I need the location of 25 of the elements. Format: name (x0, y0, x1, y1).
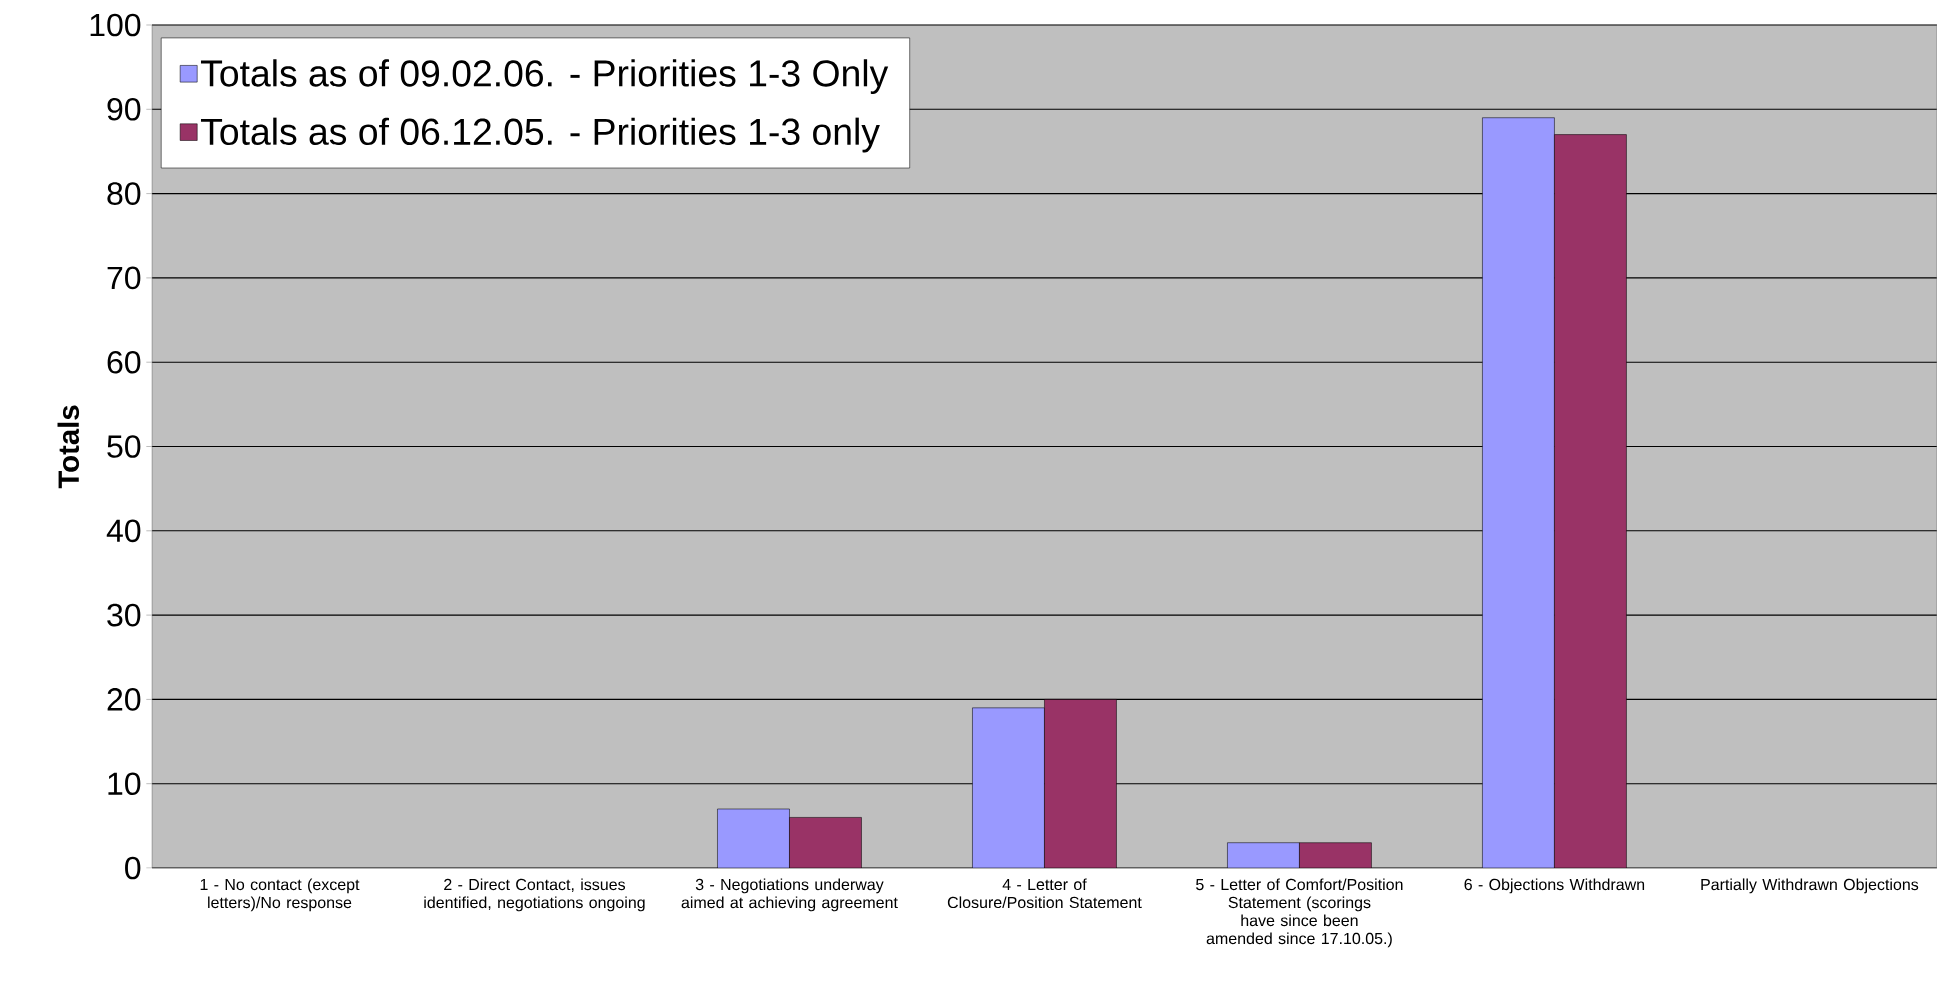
y-tick-label: 90 (107, 97, 141, 121)
y-tick-label: 70 (107, 266, 141, 290)
y-axis-title: Totals (57, 405, 80, 489)
x-tick-label: 2 - Direct Contact, issues identified, negotiations ongoing (424, 878, 645, 912)
x-tick-label: 3 - Negotiations underway aimed at achieving agreement (681, 878, 898, 912)
bar (1227, 842, 1300, 868)
x-tick-label: 4 - Letter of Closure/Position Statement (947, 878, 1142, 909)
bar (1482, 117, 1555, 868)
x-tick-label: 5 - Letter of Comfort/Position Statement (scorings have since been amended since 17.10.05.) (1196, 878, 1403, 948)
y-tick-label: 0 (125, 856, 141, 880)
y-tick-label: 10 (108, 772, 141, 796)
y-tick-label: 20 (107, 688, 141, 711)
y-tick-label: 50 (107, 435, 141, 458)
bar (972, 707, 1045, 868)
x-tick-label: 1 - No contact (except letters)/No response (200, 878, 360, 912)
y-tick-label: 80 (107, 182, 141, 205)
legend-label: Totals as of 06.12.05. - Priorities 1-3 only (200, 117, 880, 153)
x-tick-label: Partially Withdrawn Objections (1701, 878, 1919, 894)
y-tick-label: 100 (90, 13, 141, 37)
bar (717, 808, 790, 868)
y-tick-label: 40 (106, 519, 141, 543)
legend-label: Totals as of 09.02.06. - Priorities 1-3 Only (200, 59, 889, 95)
y-tick-label: 60 (107, 350, 141, 374)
y-tick-label: 30 (107, 603, 141, 627)
x-tick-label: 6 - Objections Withdrawn (1464, 878, 1645, 894)
